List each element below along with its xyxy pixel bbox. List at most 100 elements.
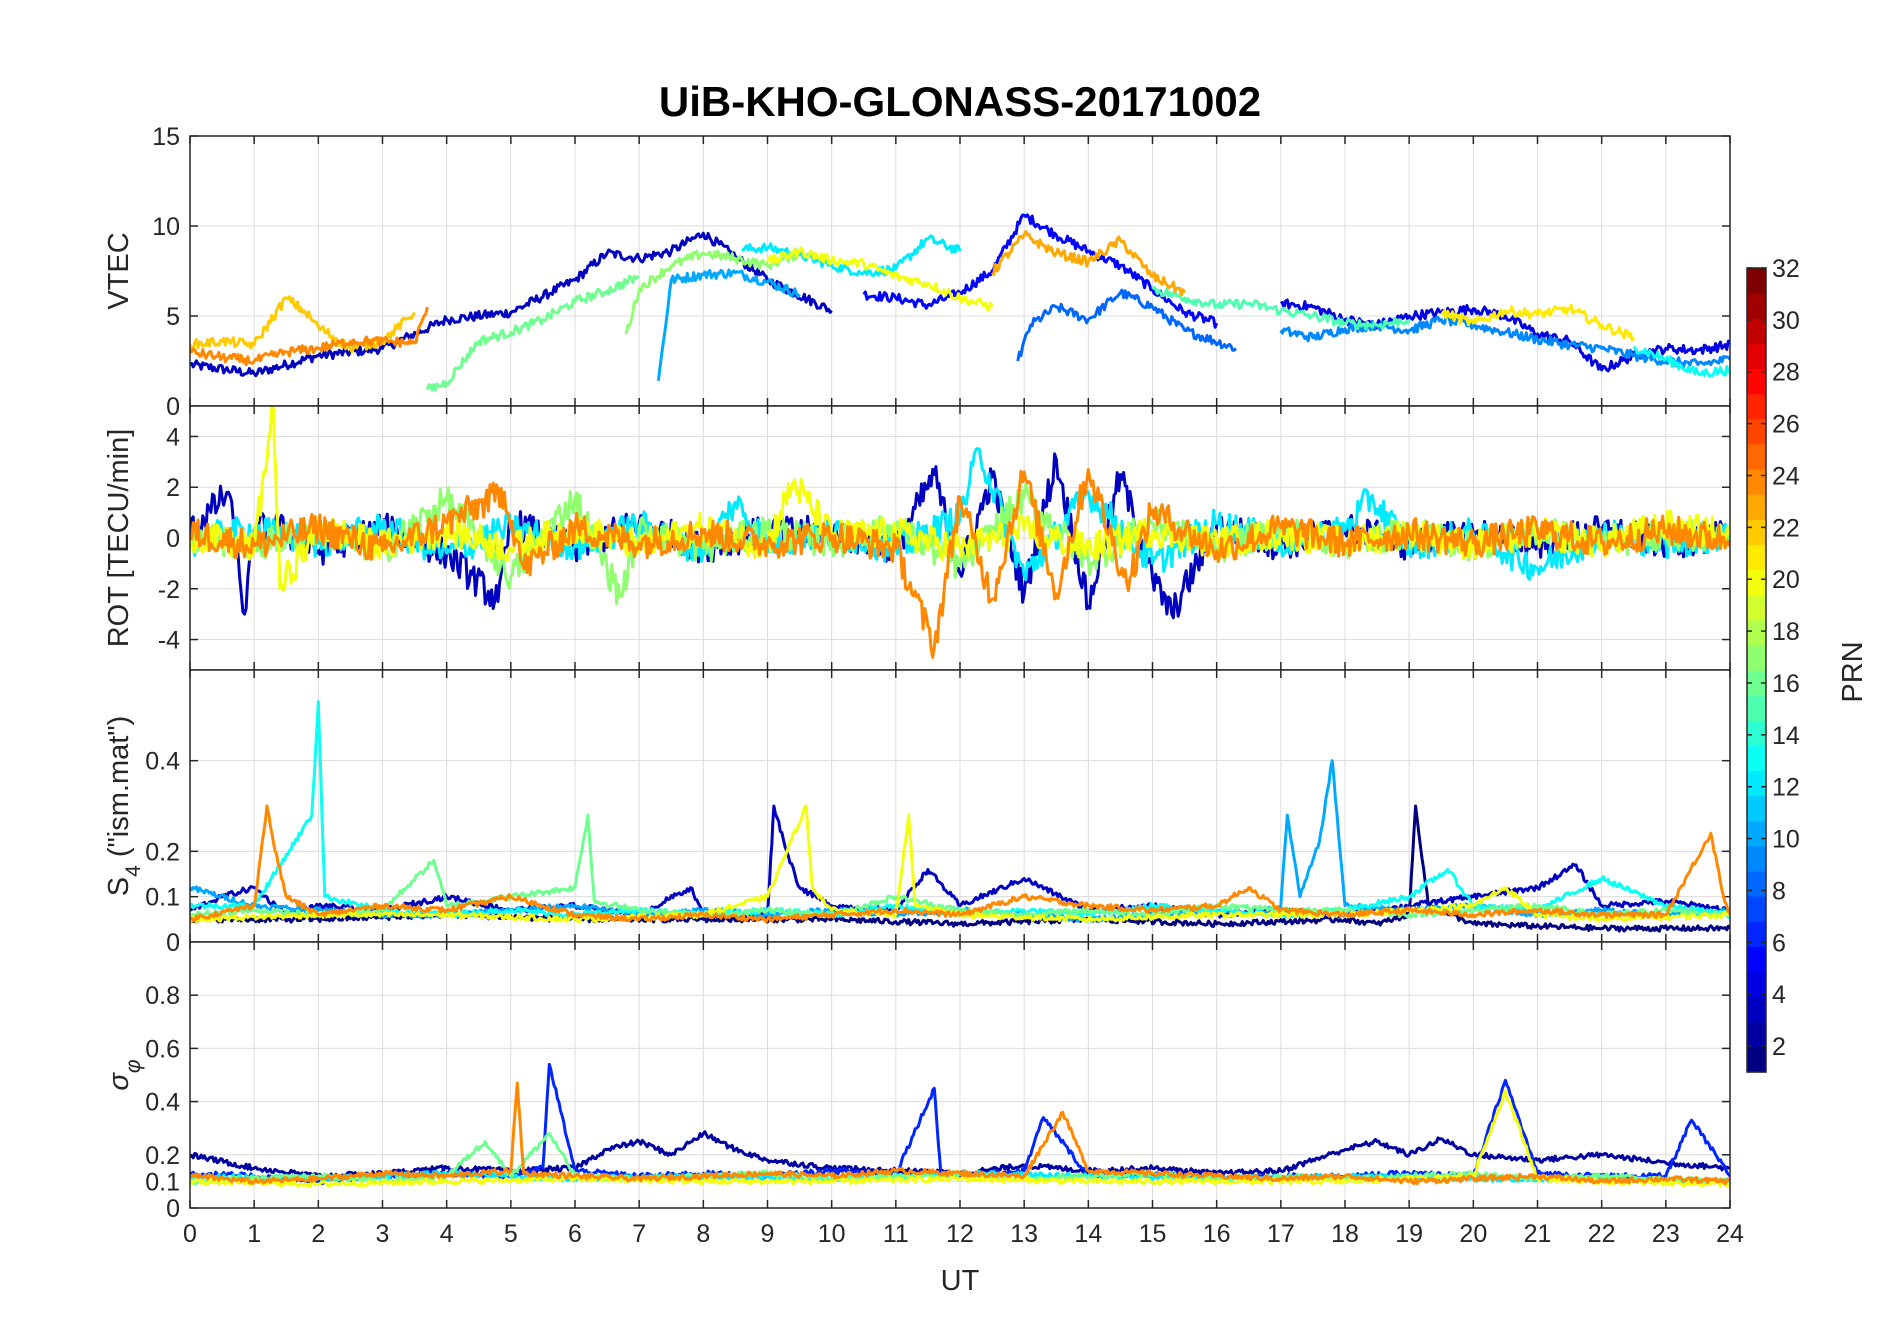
colorbar-tick-label: 10 [1772, 826, 1800, 854]
y-axis-title-rest: ("ism.mat") [103, 716, 135, 865]
colorbar-swatch [1747, 1021, 1766, 1048]
series-line-prn-24 [190, 306, 429, 367]
colorbar-swatch [1747, 896, 1766, 922]
series-line-prn-10 [656, 268, 801, 381]
panel-rot: -4 -2 0 2 4 ROT [TECU/min] [103, 405, 1731, 671]
colorbar-swatch [1747, 544, 1766, 571]
x-tick-label: 16 [1203, 1220, 1231, 1248]
colorbar-swatch [1747, 871, 1766, 897]
x-tick-label: 3 [376, 1220, 390, 1248]
y-tick-label: 4 [166, 423, 180, 451]
colorbar-swatch [1747, 1046, 1766, 1073]
y-tick-label: -2 [158, 576, 180, 604]
y-axis-title-rot: ROT [TECU/min] [103, 429, 135, 648]
colorbar-swatch [1747, 293, 1766, 319]
colorbar-tick-label: 28 [1772, 359, 1800, 387]
y-axis-title-sub: φ [122, 1059, 145, 1073]
series-line-prn-23 [991, 230, 1186, 297]
y-axis-title-s4: S4 ("ism.mat") [103, 716, 145, 897]
series-line-prn-22 [190, 295, 416, 354]
chart-title: UiB-KHO-GLONASS-20171002 [659, 78, 1261, 125]
y-tick-label: -4 [158, 627, 180, 655]
series-group [190, 700, 1730, 933]
y-tick-label: 0 [166, 393, 180, 421]
colorbar-swatch [1747, 820, 1766, 847]
series-line-prn-21 [1440, 303, 1636, 342]
x-tick-label: 24 [1716, 1220, 1744, 1248]
colorbar-tick-label: 12 [1772, 774, 1800, 802]
series-line-prn-24 [190, 804, 1730, 924]
series-line-prn-20 [190, 804, 1730, 924]
colorbar-swatch [1747, 670, 1766, 696]
colorbar-swatch [1747, 644, 1766, 671]
y-tick-label: 0.8 [145, 982, 180, 1010]
y-axis-title-sub: 4 [122, 865, 145, 877]
x-tick-label: 5 [504, 1220, 518, 1248]
panel-s4: 00.10.20.4S4 ("ism.mat") [103, 669, 1731, 957]
y-tick-label: 0.6 [145, 1035, 180, 1063]
y-axis-title-main: σ [103, 1072, 135, 1091]
y-tick-label: 10 [152, 213, 180, 241]
y-tick-label: 0 [166, 525, 180, 553]
x-tick-label: 12 [946, 1220, 974, 1248]
y-tick-label: 0.1 [145, 884, 180, 912]
x-tick-label: 10 [818, 1220, 846, 1248]
colorbar-swatch [1747, 770, 1766, 797]
panel-sigma_phi: 00.10.2 0.4 0.6 0.8 σφ [103, 941, 1731, 1223]
x-tick-label: 9 [761, 1220, 775, 1248]
series-group [190, 213, 1730, 392]
colorbar-swatch [1747, 720, 1766, 746]
x-tick-label: 21 [1524, 1220, 1552, 1248]
x-tick-label: 4 [440, 1220, 454, 1248]
y-tick-label: 0.2 [145, 1142, 180, 1170]
x-tick-label: 17 [1267, 1220, 1295, 1248]
x-tick-label: 18 [1331, 1220, 1359, 1248]
colorbar-frame [1746, 267, 1767, 1073]
series-line-prn-17 [624, 249, 801, 335]
colorbar-swatch [1747, 393, 1766, 420]
y-axis-title-main: S [103, 877, 135, 896]
x-tick-label: 23 [1652, 1220, 1680, 1248]
colorbar-swatch [1747, 845, 1766, 872]
x-tick-label: 2 [311, 1220, 325, 1248]
y-axis-title-vtec: VTEC [103, 232, 135, 309]
y-tick-label: 0.1 [145, 1168, 180, 1196]
y-tick-label: 2 [166, 474, 180, 502]
x-axis-title: UT [941, 1265, 980, 1297]
colorbar-swatch [1747, 469, 1766, 495]
colorbar-tick-label: 20 [1772, 566, 1800, 594]
colorbar-tick-label: 30 [1772, 307, 1800, 335]
colorbar-swatch [1747, 569, 1766, 596]
colorbar-tick-label: 26 [1772, 411, 1800, 439]
x-tick-label: 14 [1074, 1220, 1102, 1248]
series-group [190, 1062, 1730, 1188]
colorbar-swatch [1747, 318, 1766, 344]
colorbar-swatch [1747, 494, 1766, 520]
colorbar-swatch [1747, 343, 1766, 370]
colorbar-tick-label: 16 [1772, 670, 1800, 698]
x-tick-label: 19 [1395, 1220, 1423, 1248]
series-line-prn-24 [190, 468, 1730, 659]
colorbar-swatch [1747, 971, 1766, 998]
colorbar-swatch [1747, 921, 1766, 947]
colorbar-tick-label: 24 [1772, 462, 1800, 490]
y-tick-label: 5 [166, 303, 180, 331]
y-tick-label: 0 [166, 929, 180, 957]
x-tick-label: 15 [1139, 1220, 1167, 1248]
colorbar-swatch [1747, 795, 1766, 822]
series-line-prn-12 [741, 234, 962, 278]
series-line-prn-5 [862, 213, 1219, 329]
x-tick-label: 13 [1010, 1220, 1038, 1248]
y-tick-label: 0.4 [145, 1089, 180, 1117]
colorbar-swatch [1747, 996, 1766, 1023]
colorbar-tick-label: 4 [1772, 981, 1786, 1009]
series-line-prn-20 [766, 246, 994, 312]
y-axis-title-sigma_phi: σφ [103, 1059, 145, 1091]
colorbar-swatch [1747, 695, 1766, 721]
colorbar-swatch [1747, 418, 1766, 445]
x-tick-label: 20 [1459, 1220, 1487, 1248]
